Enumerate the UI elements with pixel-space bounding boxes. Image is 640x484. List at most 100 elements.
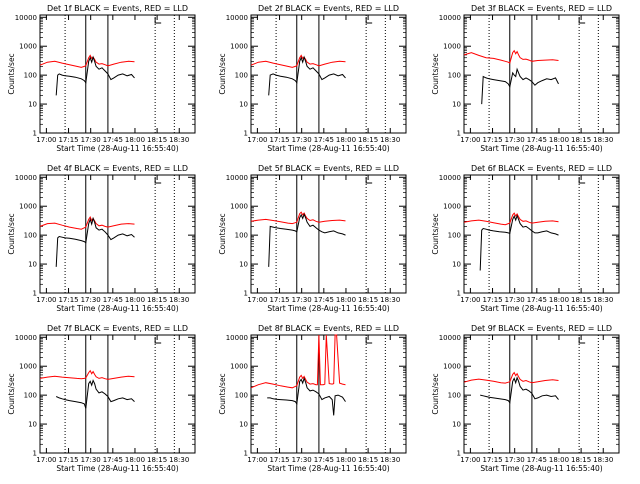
plot-frame [250,174,407,294]
y-tick-label: 10000 [439,14,461,22]
y-tick-label: 10000 [439,334,461,342]
events-series-line [481,67,559,105]
plot-frame [463,174,620,294]
x-tick-label: 18:15 [147,136,167,144]
x-axis-label: Start Time (28-Aug-11 16:55:40) [267,144,389,153]
x-tick-label: 17:45 [527,296,547,304]
y-tick-label: 10 [239,101,248,109]
x-tick-label: 18:00 [336,456,356,464]
x-tick-label: 17:00 [247,136,267,144]
panel-title: Det 8f BLACK = Events, RED = LLD [258,324,399,333]
events-series-line [268,55,346,96]
y-tick-label: 10000 [15,174,37,182]
x-tick-label: 18:15 [358,296,378,304]
x-tick-label: 18:00 [336,296,356,304]
x-tick-label: 18:30 [593,136,613,144]
bracket-marker [578,17,586,24]
y-axis-label: Counts/sec [7,373,16,414]
y-tick-label: 1 [244,290,248,298]
y-tick-label: 100 [448,232,461,240]
x-tick-label: 18:30 [169,296,189,304]
events-series-line [55,379,135,409]
x-axis-label: Start Time (28-Aug-11 16:55:40) [56,464,178,473]
x-tick-label: 17:45 [314,296,334,304]
events-series-line [268,213,346,267]
x-tick-label: 17:30 [81,296,101,304]
y-tick-label: 100 [448,72,461,80]
x-tick-label: 17:15 [58,456,78,464]
x-axis-label: Start Time (28-Aug-11 16:55:40) [56,144,178,153]
x-tick-label: 17:45 [527,136,547,144]
y-tick-label: 1000 [19,203,37,211]
y-tick-label: 10 [452,261,461,269]
x-axis-label: Start Time (28-Aug-11 16:55:40) [480,464,602,473]
panel-7: Det 7f BLACK = Events, RED = LLD 1 10 100 10… [7,324,196,473]
y-axis-label: Counts/sec [218,373,227,414]
x-tick-label: 17:00 [247,456,267,464]
y-tick-label: 1000 [19,43,37,51]
y-tick-label: 10000 [226,174,248,182]
y-tick-label: 100 [24,72,37,80]
x-tick-label: 17:30 [505,456,525,464]
y-tick-label: 1000 [230,203,248,211]
y-axis-label: Counts/sec [431,53,440,94]
y-axis-label: Counts/sec [7,213,16,254]
panel-title: Det 9f BLACK = Events, RED = LLD [471,324,612,333]
y-tick-label: 100 [235,232,248,240]
y-tick-label: 1 [457,450,461,458]
panel-9: Det 9f BLACK = Events, RED = LLD 1 10 100 10… [431,324,620,473]
events-series-line [55,216,135,267]
x-tick-label: 18:00 [125,456,145,464]
lld-series-line [250,54,346,68]
x-tick-label: 17:30 [505,136,525,144]
y-tick-label: 1000 [230,363,248,371]
y-tick-label: 1000 [230,43,248,51]
x-tick-label: 18:00 [125,136,145,144]
x-tick-label: 17:00 [460,296,480,304]
y-tick-label: 10 [452,101,461,109]
plot-frame [250,334,407,454]
plot-frame [463,334,620,454]
x-tick-label: 17:30 [292,136,312,144]
panel-title: Det 4f BLACK = Events, RED = LLD [47,164,188,173]
plot-frame [250,14,407,134]
y-tick-label: 10000 [15,334,37,342]
x-axis-label: Start Time (28-Aug-11 16:55:40) [267,304,389,313]
y-tick-label: 10 [28,421,37,429]
y-axis-label: Counts/sec [431,373,440,414]
y-tick-label: 10 [452,421,461,429]
bracket-marker [154,337,162,344]
y-axis-label: Counts/sec [218,53,227,94]
x-tick-label: 17:15 [482,456,502,464]
x-tick-label: 17:30 [81,456,101,464]
y-axis-label: Counts/sec [218,213,227,254]
lld-series-line [463,371,559,384]
y-tick-label: 10 [239,421,248,429]
lld-series-line [250,211,346,225]
x-tick-label: 17:30 [292,456,312,464]
panel-title: Det 2f BLACK = Events, RED = LLD [258,4,399,13]
events-series-line [479,214,559,271]
events-series-line [55,55,135,96]
x-tick-label: 18:15 [571,136,591,144]
bracket-marker [365,337,373,344]
x-tick-label: 17:00 [460,136,480,144]
y-tick-label: 100 [24,392,37,400]
plot-frame [39,174,196,294]
x-tick-label: 17:30 [505,296,525,304]
x-tick-label: 17:15 [58,136,78,144]
panel-title: Det 6f BLACK = Events, RED = LLD [471,164,612,173]
plot-frame [463,14,620,134]
y-tick-label: 10 [28,261,37,269]
y-tick-label: 1 [457,130,461,138]
y-tick-label: 10000 [15,14,37,22]
y-tick-label: 10000 [439,174,461,182]
x-tick-label: 17:15 [58,296,78,304]
x-tick-label: 18:30 [380,456,400,464]
x-tick-label: 18:15 [358,136,378,144]
panel-2: Det 2f BLACK = Events, RED = LLD 1 10 100 10… [218,4,407,153]
y-tick-label: 1000 [443,363,461,371]
x-tick-label: 18:00 [125,296,145,304]
y-tick-label: 10000 [226,334,248,342]
x-tick-label: 18:30 [169,136,189,144]
